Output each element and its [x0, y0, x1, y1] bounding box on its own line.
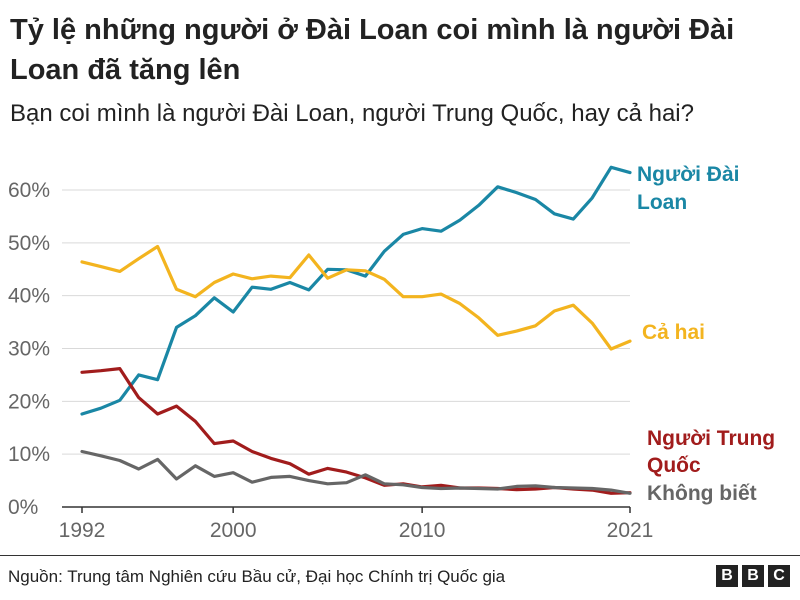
y-tick-label: 10%	[8, 443, 50, 466]
series-label: Loan	[637, 191, 687, 214]
series-line	[80, 165, 632, 416]
x-tick-label: 2000	[210, 519, 257, 542]
logo-letter: B	[742, 565, 764, 587]
bbc-logo: B B C	[716, 565, 790, 587]
series-line	[80, 244, 632, 351]
series-label: Không biết	[647, 482, 757, 505]
chart-title: Tỷ lệ những người ở Đài Loan coi mình là…	[10, 14, 735, 86]
logo-letter: C	[768, 565, 790, 587]
chart-subtitle: Bạn coi mình là người Đài Loan, người Tr…	[10, 100, 694, 127]
series-label: Cả hai	[642, 321, 705, 344]
series-label: Người Trung	[647, 427, 775, 450]
series-label: Quốc	[647, 454, 701, 477]
series-label: Người Đài	[637, 163, 739, 186]
y-tick-label: 50%	[8, 232, 50, 255]
y-tick-label: 30%	[8, 338, 50, 361]
y-tick-label: 60%	[8, 179, 50, 202]
y-tick-label: 0%	[8, 496, 38, 519]
footer-divider	[0, 555, 800, 556]
y-tick-label: 40%	[8, 285, 50, 308]
x-tick-label: 2021	[607, 519, 654, 542]
series-line	[80, 449, 632, 495]
series-line	[80, 367, 632, 495]
x-tick-label: 2010	[399, 519, 446, 542]
logo-letter: B	[716, 565, 738, 587]
y-tick-label: 20%	[8, 390, 50, 413]
source-note: Nguồn: Trung tâm Nghiên cứu Bầu cử, Đại …	[8, 567, 506, 586]
x-tick-label: 1992	[59, 519, 106, 542]
